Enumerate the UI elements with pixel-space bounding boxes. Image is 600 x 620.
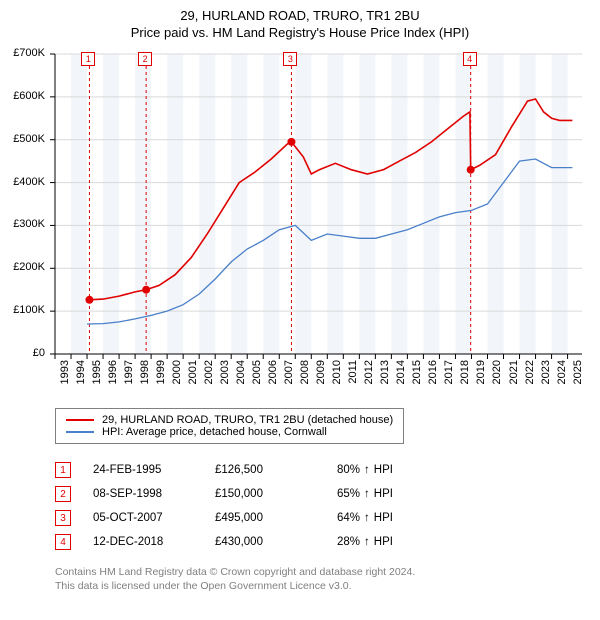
x-tick-label: 2002	[203, 360, 215, 400]
x-tick-label: 2008	[299, 360, 311, 400]
x-tick-label: 2019	[475, 360, 487, 400]
sale-marker-4: 4	[463, 52, 477, 66]
sale-number-box: 4	[55, 534, 71, 550]
chart-svg	[0, 44, 600, 404]
x-tick-label: 1996	[107, 360, 119, 400]
x-tick-label: 1997	[123, 360, 135, 400]
y-tick-label: £400K	[0, 176, 45, 188]
sale-hpi-delta: 65% ↑ HPI	[337, 488, 393, 500]
sale-marker-3: 3	[283, 52, 297, 66]
legend-swatch	[66, 431, 94, 433]
y-tick-label: £200K	[0, 261, 45, 273]
legend-swatch	[66, 419, 94, 421]
x-tick-label: 2006	[267, 360, 279, 400]
table-row: 3 05-OCT-2007 £495,000 64% ↑ HPI	[55, 506, 393, 530]
sale-price: £495,000	[215, 512, 315, 524]
x-tick-label: 2012	[363, 360, 375, 400]
x-tick-label: 1999	[155, 360, 167, 400]
legend: 29, HURLAND ROAD, TRURO, TR1 2BU (detach…	[55, 408, 404, 444]
x-tick-label: 2009	[315, 360, 327, 400]
sale-marker-2: 2	[138, 52, 152, 66]
x-tick-label: 2007	[283, 360, 295, 400]
legend-label: HPI: Average price, detached house, Corn…	[102, 426, 327, 438]
sales-table: 1 24-FEB-1995 £126,500 80% ↑ HPI 2 08-SEP-199…	[55, 458, 393, 554]
y-tick-label: £600K	[0, 90, 45, 102]
x-tick-label: 2021	[508, 360, 520, 400]
x-tick-label: 2017	[443, 360, 455, 400]
x-tick-label: 2015	[411, 360, 423, 400]
x-tick-label: 2003	[219, 360, 231, 400]
chart-title-block: 29, HURLAND ROAD, TRURO, TR1 2BU Price p…	[0, 0, 600, 42]
sale-date: 08-SEP-1998	[93, 488, 193, 500]
sale-date: 12-DEC-2018	[93, 536, 193, 548]
y-tick-label: £700K	[0, 47, 45, 59]
x-tick-label: 2013	[379, 360, 391, 400]
footer-attribution: Contains HM Land Registry data © Crown c…	[55, 565, 415, 593]
y-tick-label: £300K	[0, 218, 45, 230]
footer-line1: Contains HM Land Registry data © Crown c…	[55, 565, 415, 579]
table-row: 1 24-FEB-1995 £126,500 80% ↑ HPI	[55, 458, 393, 482]
x-tick-label: 1995	[91, 360, 103, 400]
sale-date: 05-OCT-2007	[93, 512, 193, 524]
x-tick-label: 2023	[540, 360, 552, 400]
x-tick-label: 2025	[572, 360, 584, 400]
sale-price: £150,000	[215, 488, 315, 500]
table-row: 2 08-SEP-1998 £150,000 65% ↑ HPI	[55, 482, 393, 506]
chart-area: £0 £100K £200K £300K £400K £500K £600K £700K 199…	[0, 44, 600, 404]
sale-hpi-delta: 64% ↑ HPI	[337, 512, 393, 524]
table-row: 4 12-DEC-2018 £430,000 28% ↑ HPI	[55, 530, 393, 554]
sale-number-box: 2	[55, 486, 71, 502]
x-tick-label: 1998	[139, 360, 151, 400]
x-tick-label: 2005	[251, 360, 263, 400]
x-tick-label: 2020	[491, 360, 503, 400]
legend-row: 29, HURLAND ROAD, TRURO, TR1 2BU (detach…	[66, 414, 393, 426]
sale-hpi-delta: 28% ↑ HPI	[337, 536, 393, 548]
y-tick-label: £500K	[0, 133, 45, 145]
sale-price: £430,000	[215, 536, 315, 548]
legend-row: HPI: Average price, detached house, Corn…	[66, 426, 393, 438]
x-tick-label: 2016	[427, 360, 439, 400]
sale-date: 24-FEB-1995	[93, 464, 193, 476]
x-tick-label: 2024	[556, 360, 568, 400]
x-tick-label: 2000	[171, 360, 183, 400]
x-tick-label: 2004	[235, 360, 247, 400]
footer-line2: This data is licensed under the Open Gov…	[55, 579, 415, 593]
y-tick-label: £100K	[0, 304, 45, 316]
x-tick-label: 2010	[331, 360, 343, 400]
y-tick-label: £0	[0, 347, 45, 359]
sale-number-box: 3	[55, 510, 71, 526]
sale-hpi-delta: 80% ↑ HPI	[337, 464, 393, 476]
sale-price: £126,500	[215, 464, 315, 476]
legend-label: 29, HURLAND ROAD, TRURO, TR1 2BU (detach…	[102, 414, 393, 426]
chart-title-line1: 29, HURLAND ROAD, TRURO, TR1 2BU	[0, 8, 600, 23]
chart-title-line2: Price paid vs. HM Land Registry's House …	[0, 25, 600, 40]
sale-marker-1: 1	[81, 52, 95, 66]
x-tick-label: 2011	[347, 360, 359, 400]
x-tick-label: 2014	[395, 360, 407, 400]
x-tick-label: 1994	[75, 360, 87, 400]
x-tick-label: 2018	[459, 360, 471, 400]
sale-number-box: 1	[55, 462, 71, 478]
x-tick-label: 2022	[524, 360, 536, 400]
x-tick-label: 1993	[59, 360, 71, 400]
x-tick-label: 2001	[187, 360, 199, 400]
